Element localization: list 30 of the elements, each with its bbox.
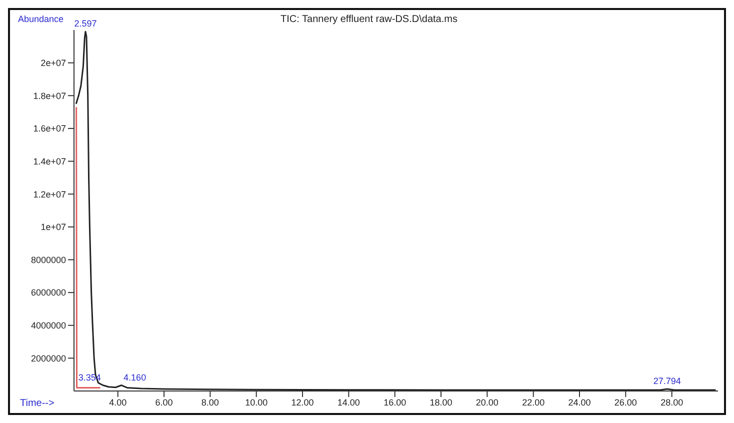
- x-tick-label: 16.00: [384, 397, 406, 408]
- y-tick-label: 6000000: [30, 288, 66, 298]
- x-tick-label: 22.00: [522, 397, 545, 408]
- x-tick-label: 20.00: [476, 397, 498, 408]
- x-axis-title: Time-->: [20, 398, 54, 409]
- x-tick-label: 8.00: [201, 397, 219, 408]
- y-tick-label: 1.2e+07: [33, 189, 66, 200]
- y-tick-label: 2000000: [30, 353, 66, 364]
- x-tick-label: 14.00: [337, 397, 360, 408]
- y-tick-label: 8000000: [30, 254, 66, 265]
- x-tick-label: 6.00: [155, 397, 173, 408]
- y-tick-label: 2e+07: [40, 58, 66, 68]
- x-tick-label: 28.00: [660, 397, 684, 408]
- annotation: 27.794: [653, 376, 681, 386]
- y-tick-label: 4000000: [30, 320, 66, 331]
- x-tick-label: 24.00: [568, 397, 591, 408]
- y-axis-title: Abundance: [18, 14, 64, 24]
- x-tick-label: 4.00: [109, 397, 127, 408]
- x-tick-label: 12.00: [291, 397, 314, 408]
- x-tick-label: 18.00: [430, 397, 452, 408]
- chart-title: TIC: Tannery effluent raw-DS.D\data.ms: [280, 14, 458, 25]
- x-tick-label: 26.00: [614, 397, 637, 408]
- annotation: 4.160: [124, 372, 146, 382]
- line-series: [75, 30, 716, 391]
- y-tick-label: 1e+07: [40, 222, 66, 232]
- y-tick-label: 1.6e+07: [33, 124, 66, 134]
- x-tick-label: 10.00: [245, 397, 268, 408]
- y-tick-label: 1.8e+07: [33, 90, 66, 101]
- annotation: 2.597: [74, 18, 97, 29]
- y-tick-label: 1.4e+07: [33, 156, 66, 166]
